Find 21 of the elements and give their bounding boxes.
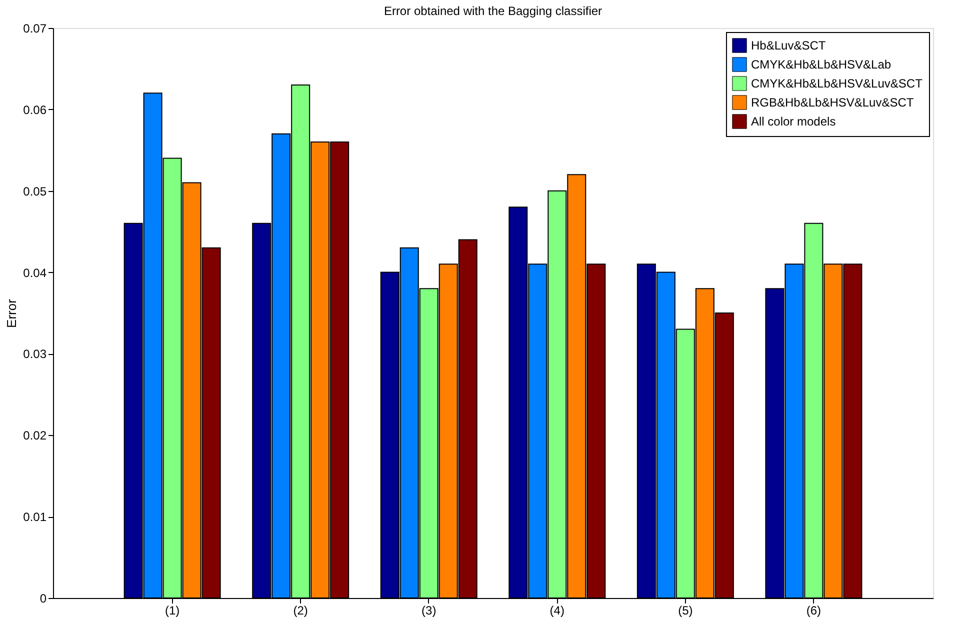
x-tick-label: (4) xyxy=(550,604,564,618)
legend-label: Hb&Luv&SCT xyxy=(751,38,826,52)
x-tick-label: (1) xyxy=(164,604,180,618)
y-tick-label: 0 xyxy=(40,592,47,606)
chart-title: Error obtained with the Bagging classifier xyxy=(384,4,602,18)
y-tick-label: 0.02 xyxy=(23,428,47,443)
legend-label: All color models xyxy=(751,114,836,128)
x-tick-label: (5) xyxy=(678,604,693,618)
legend-label: RGB&Hb&Lb&HSV&Luv&SCT xyxy=(751,96,914,110)
y-axis-title: Error xyxy=(4,298,20,328)
x-tick-label: (6) xyxy=(806,604,822,618)
legend-label: CMYK&Hb&Lb&HSV&Luv&SCT xyxy=(751,76,924,90)
y-tick-label: 0.06 xyxy=(23,102,47,117)
y-tick-label: 0.07 xyxy=(23,22,47,36)
legend-label: CMYK&Hb&Lb&HSV&Lab xyxy=(751,58,892,72)
y-tick-label: 0.03 xyxy=(23,347,47,362)
y-tick-label: 0.01 xyxy=(23,510,47,524)
y-tick-label: 0.05 xyxy=(23,184,47,198)
y-tick-label: 0.04 xyxy=(23,266,47,280)
x-tick-label: (3) xyxy=(422,604,436,618)
x-tick-label: (2) xyxy=(293,604,308,618)
